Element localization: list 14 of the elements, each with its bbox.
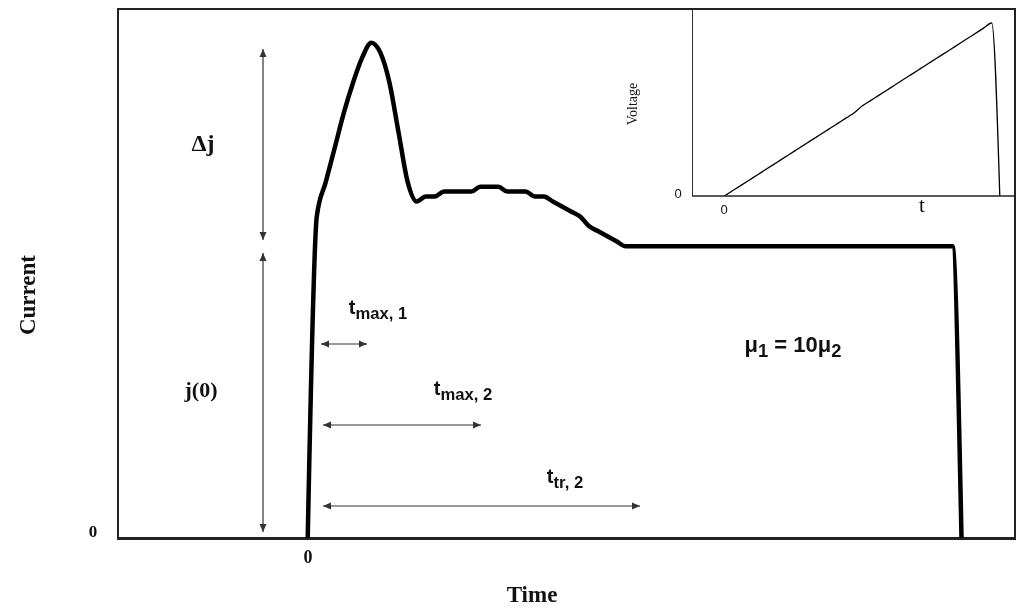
annotation: Δj [191,130,215,156]
x-axis-title: Time [506,581,558,607]
y-axis-title: Current [14,254,40,336]
annotation: μ$_{1}$ = 10μ$_{2}$ [744,331,842,362]
annotation: t$_{max, 2}$ [433,377,493,405]
text: 0 [303,547,313,567]
y-axis-title: Voltage [625,82,640,126]
annotation: 0 [674,185,682,201]
annotation: 0 [720,201,728,217]
annotation: t$_{tr, 2}$ [546,465,584,493]
annotation: t$_{max, 1}$ [348,296,408,324]
text: 0 [88,521,98,541]
annotation: j(0) [184,377,218,402]
x-axis-title: t [919,192,925,217]
